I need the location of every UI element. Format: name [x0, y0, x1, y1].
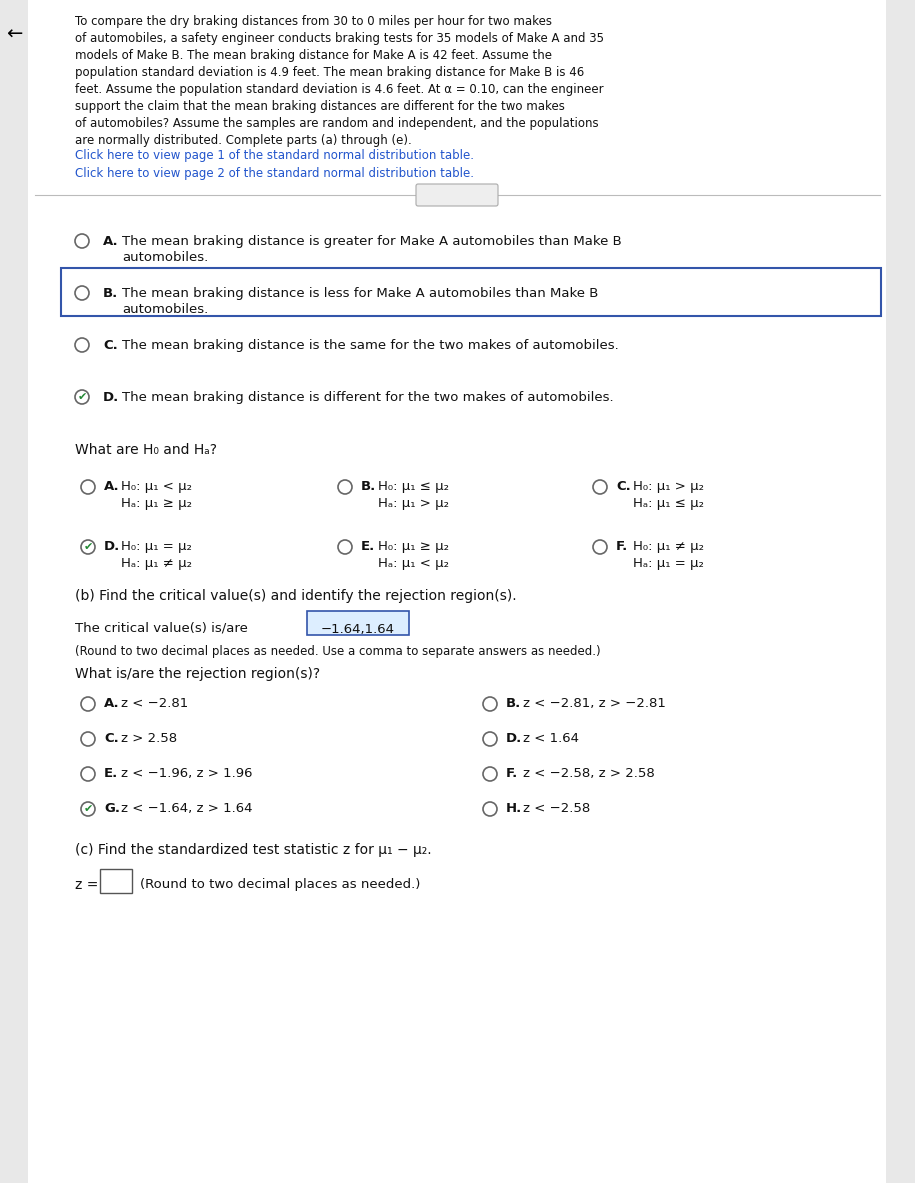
Text: Hₐ: μ₁ ≤ μ₂: Hₐ: μ₁ ≤ μ₂	[633, 497, 704, 510]
FancyBboxPatch shape	[100, 870, 132, 893]
Text: H₀: μ₁ = μ₂: H₀: μ₁ = μ₂	[121, 539, 192, 552]
Text: z < −2.81: z < −2.81	[121, 697, 188, 710]
Text: H₀: μ₁ ≤ μ₂: H₀: μ₁ ≤ μ₂	[378, 480, 449, 493]
Text: Click here to view page 1 of the standard normal distribution table.: Click here to view page 1 of the standar…	[75, 149, 474, 162]
Text: H₀: μ₁ < μ₂: H₀: μ₁ < μ₂	[121, 480, 192, 493]
Text: What are H₀ and Hₐ?: What are H₀ and Hₐ?	[75, 442, 217, 457]
Text: A.: A.	[104, 697, 120, 710]
Text: E.: E.	[104, 767, 118, 780]
Text: D.: D.	[103, 392, 119, 405]
Text: A.: A.	[103, 235, 119, 248]
Text: •••: •••	[448, 190, 466, 200]
Text: The mean braking distance is different for the two makes of automobiles.: The mean braking distance is different f…	[122, 392, 614, 405]
Text: G.: G.	[104, 802, 120, 815]
Text: z < −1.96, z > 1.96: z < −1.96, z > 1.96	[121, 767, 253, 780]
Text: (Round to two decimal places as needed.): (Round to two decimal places as needed.)	[140, 878, 420, 891]
Text: support the claim that the mean braking distances are different for the two make: support the claim that the mean braking …	[75, 101, 565, 114]
Text: Hₐ: μ₁ < μ₂: Hₐ: μ₁ < μ₂	[378, 557, 449, 570]
Text: What is/are the rejection region(s)?: What is/are the rejection region(s)?	[75, 667, 320, 681]
Text: z < −1.64, z > 1.64: z < −1.64, z > 1.64	[121, 802, 253, 815]
Text: D.: D.	[506, 732, 522, 745]
Text: C.: C.	[104, 732, 119, 745]
Text: D.: D.	[104, 539, 120, 552]
Text: z < 1.64: z < 1.64	[523, 732, 579, 745]
Text: The mean braking distance is the same for the two makes of automobiles.: The mean braking distance is the same fo…	[122, 340, 619, 353]
Text: are normally distributed. Complete parts (a) through (e).: are normally distributed. Complete parts…	[75, 134, 412, 147]
Text: −1.64,1.64: −1.64,1.64	[321, 623, 395, 636]
Text: The mean braking distance is greater for Make A automobiles than Make B: The mean braking distance is greater for…	[122, 235, 622, 248]
Text: z < −2.58, z > 2.58: z < −2.58, z > 2.58	[523, 767, 655, 780]
Text: A.: A.	[104, 480, 120, 493]
Text: population standard deviation is 4.9 feet. The mean braking distance for Make B : population standard deviation is 4.9 fee…	[75, 66, 585, 79]
Text: Hₐ: μ₁ ≥ μ₂: Hₐ: μ₁ ≥ μ₂	[121, 497, 192, 510]
FancyBboxPatch shape	[416, 185, 498, 206]
Text: of automobiles, a safety engineer conducts braking tests for 35 models of Make A: of automobiles, a safety engineer conduc…	[75, 32, 604, 45]
Text: B.: B.	[506, 697, 522, 710]
Text: B.: B.	[103, 287, 118, 300]
Text: z =: z =	[75, 878, 99, 892]
Text: To compare the dry braking distances from 30 to 0 miles per hour for two makes: To compare the dry braking distances fro…	[75, 15, 552, 28]
Text: H₀: μ₁ ≥ μ₂: H₀: μ₁ ≥ μ₂	[378, 539, 449, 552]
Text: H.: H.	[506, 802, 522, 815]
FancyBboxPatch shape	[307, 610, 409, 635]
Text: C.: C.	[103, 340, 118, 353]
Text: models of Make B. The mean braking distance for Make A is 42 feet. Assume the: models of Make B. The mean braking dista…	[75, 49, 552, 62]
Text: C.: C.	[616, 480, 630, 493]
FancyBboxPatch shape	[61, 269, 881, 316]
Text: F.: F.	[616, 539, 629, 552]
Text: (b) Find the critical value(s) and identify the rejection region(s).: (b) Find the critical value(s) and ident…	[75, 589, 517, 603]
Text: feet. Assume the population standard deviation is 4.6 feet. At α = 0.10, can the: feet. Assume the population standard dev…	[75, 83, 604, 96]
Text: ✔: ✔	[77, 392, 87, 402]
Text: F.: F.	[506, 767, 518, 780]
Text: Hₐ: μ₁ ≠ μ₂: Hₐ: μ₁ ≠ μ₂	[121, 557, 192, 570]
Text: The mean braking distance is less for Make A automobiles than Make B: The mean braking distance is less for Ma…	[122, 287, 598, 300]
Text: ✔: ✔	[83, 542, 92, 552]
Text: (Round to two decimal places as needed. Use a comma to separate answers as neede: (Round to two decimal places as needed. …	[75, 645, 600, 658]
Text: H₀: μ₁ > μ₂: H₀: μ₁ > μ₂	[633, 480, 704, 493]
Text: B.: B.	[361, 480, 376, 493]
Text: z < −2.58: z < −2.58	[523, 802, 590, 815]
Text: (c) Find the standardized test statistic z for μ₁ − μ₂.: (c) Find the standardized test statistic…	[75, 843, 432, 856]
Text: ✔: ✔	[83, 804, 92, 814]
Text: ←: ←	[5, 25, 22, 44]
Text: z < −2.81, z > −2.81: z < −2.81, z > −2.81	[523, 697, 666, 710]
Text: z > 2.58: z > 2.58	[121, 732, 178, 745]
Text: The critical value(s) is/are: The critical value(s) is/are	[75, 621, 248, 634]
Text: Hₐ: μ₁ = μ₂: Hₐ: μ₁ = μ₂	[633, 557, 704, 570]
Text: Hₐ: μ₁ > μ₂: Hₐ: μ₁ > μ₂	[378, 497, 449, 510]
Text: automobiles.: automobiles.	[122, 303, 209, 316]
Text: E.: E.	[361, 539, 375, 552]
Text: of automobiles? Assume the samples are random and independent, and the populatio: of automobiles? Assume the samples are r…	[75, 117, 598, 130]
Text: H₀: μ₁ ≠ μ₂: H₀: μ₁ ≠ μ₂	[633, 539, 704, 552]
Text: Click here to view page 2 of the standard normal distribution table.: Click here to view page 2 of the standar…	[75, 167, 474, 180]
Text: automobiles.: automobiles.	[122, 251, 209, 264]
FancyBboxPatch shape	[28, 0, 886, 1183]
